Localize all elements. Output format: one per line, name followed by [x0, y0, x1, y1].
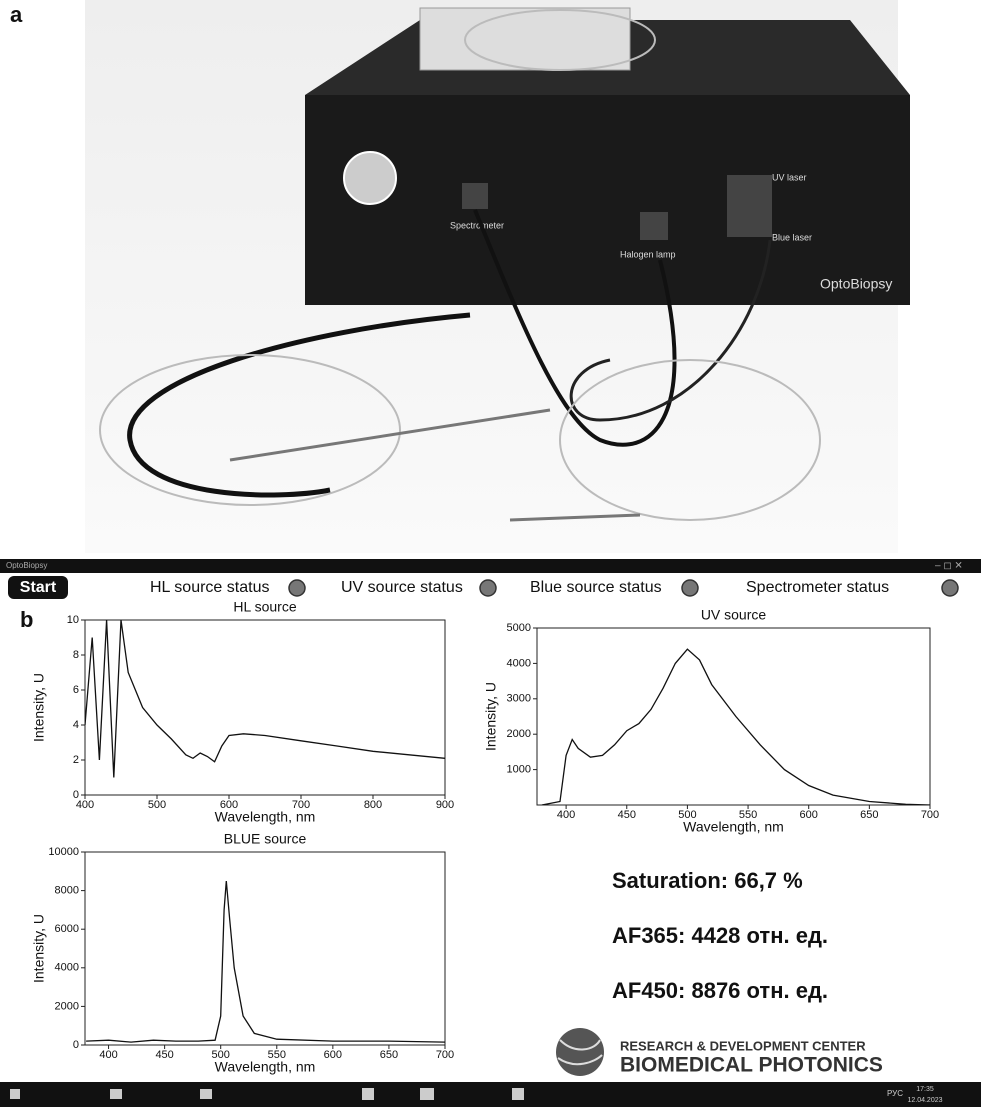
readouts: Saturation: 66,7 % AF365: 4428 отн. ед. …	[612, 868, 828, 1003]
x-tick-label: 700	[292, 799, 310, 811]
y-axis-label: Intensity, U	[483, 682, 499, 751]
y-tick-label: 8	[73, 649, 79, 661]
y-axis-label: Intensity, U	[31, 673, 47, 742]
app-icon[interactable]	[200, 1089, 212, 1099]
start-button[interactable]	[8, 576, 68, 599]
window-title: OptoBiopsy	[6, 561, 47, 570]
logo: RESEARCH & DEVELOPMENT CENTER BIOMEDICAL…	[556, 1028, 883, 1077]
y-tick-label: 6	[73, 684, 79, 696]
panel-label: a	[10, 2, 23, 27]
x-tick-label: 600	[800, 809, 818, 821]
y-tick-label: 4000	[507, 657, 531, 669]
photo-label: UV laser	[772, 172, 807, 182]
x-tick-label: 500	[678, 809, 696, 821]
start-label[interactable]: Start	[20, 579, 57, 596]
y-tick-label: 4000	[55, 962, 79, 974]
chart-title: HL source	[233, 599, 297, 615]
logo-text: BIOMEDICAL PHOTONICS	[620, 1054, 883, 1077]
x-tick-label: 900	[436, 799, 454, 811]
y-tick-label: 5000	[507, 622, 531, 634]
x-tick-label: 400	[99, 1049, 117, 1061]
window-controls[interactable]: – ◻ ✕	[935, 561, 963, 572]
photo-label: OptoBiopsy	[820, 276, 892, 292]
x-axis-label: Wavelength, nm	[683, 819, 784, 835]
x-tick-label: 700	[436, 1049, 454, 1061]
logo-text: RESEARCH & DEVELOPMENT CENTER	[620, 1038, 866, 1053]
y-tick-label: 10	[67, 614, 79, 626]
x-tick-label: 700	[921, 809, 939, 821]
app-icon[interactable]	[420, 1088, 434, 1100]
y-tick-label: 0	[73, 1039, 79, 1051]
series-line	[86, 880, 445, 1043]
app-icon[interactable]	[362, 1088, 374, 1100]
status-label: Spectrometer status	[746, 579, 889, 596]
y-tick-label: 2000	[507, 728, 531, 740]
photo-label: Blue laser	[772, 232, 812, 242]
status-indicator	[479, 579, 497, 597]
y-tick-label: 8000	[55, 885, 79, 897]
status-label: UV source status	[341, 579, 463, 596]
x-tick-label: 450	[155, 1049, 173, 1061]
readout: AF365: 4428 отн. ед.	[612, 923, 828, 948]
chart-title: BLUE source	[224, 831, 307, 847]
x-tick-label: 450	[618, 809, 636, 821]
x-tick-label: 400	[557, 809, 575, 821]
y-tick-label: 4	[73, 719, 79, 731]
clock-time[interactable]: 17:35	[916, 1086, 934, 1093]
plot-frame	[536, 627, 931, 806]
language[interactable]: РУС	[887, 1089, 903, 1098]
taskbar: РУС 17:35 12.04.2023	[0, 1082, 981, 1107]
status-indicator	[941, 579, 959, 597]
readout: AF450: 8876 отн. ед.	[612, 978, 828, 1003]
y-tick-label: 2	[73, 754, 79, 766]
y-tick-label: 0	[73, 789, 79, 801]
x-tick-label: 500	[148, 799, 166, 811]
status-label: Blue source status	[530, 579, 662, 596]
start-icon[interactable]	[10, 1089, 20, 1099]
x-tick-label: 550	[268, 1049, 286, 1061]
photo: Spectrometer Halogen lamp UV laser Blue …	[85, 0, 910, 553]
chart-title: UV source	[701, 607, 767, 623]
readout: Saturation: 66,7 %	[612, 868, 803, 893]
plot-frame	[84, 851, 446, 1046]
app-icon[interactable]	[110, 1089, 122, 1099]
status-label: HL source status	[150, 579, 269, 596]
panel-label: b	[20, 607, 33, 632]
y-tick-label: 2000	[55, 1000, 79, 1012]
x-tick-label: 650	[860, 809, 878, 821]
x-tick-label: 650	[380, 1049, 398, 1061]
y-tick-label: 3000	[507, 693, 531, 705]
x-tick-label: 400	[76, 799, 94, 811]
plot-frame	[84, 619, 446, 796]
y-tick-label: 10000	[48, 846, 79, 858]
window: OptoBiopsy – ◻ ✕ Start	[0, 559, 981, 599]
app-icon[interactable]	[512, 1088, 524, 1100]
status-indicator	[681, 579, 699, 597]
photo-label: Halogen lamp	[620, 249, 676, 259]
y-tick-label: 1000	[507, 764, 531, 776]
clock-date[interactable]: 12.04.2023	[907, 1097, 942, 1104]
x-tick-label: 550	[739, 809, 757, 821]
photo-label: Spectrometer	[450, 220, 504, 230]
x-tick-label: 600	[220, 799, 238, 811]
y-tick-label: 6000	[55, 923, 79, 935]
x-tick-label: 600	[324, 1049, 342, 1061]
x-axis-label: Wavelength, nm	[215, 809, 316, 825]
status-indicator	[288, 579, 306, 597]
x-axis-label: Wavelength, nm	[215, 1059, 316, 1075]
series-line	[85, 620, 445, 778]
y-axis-label: Intensity, U	[31, 914, 47, 983]
x-tick-label: 800	[364, 799, 382, 811]
series-line	[541, 648, 930, 805]
x-tick-label: 500	[212, 1049, 230, 1061]
